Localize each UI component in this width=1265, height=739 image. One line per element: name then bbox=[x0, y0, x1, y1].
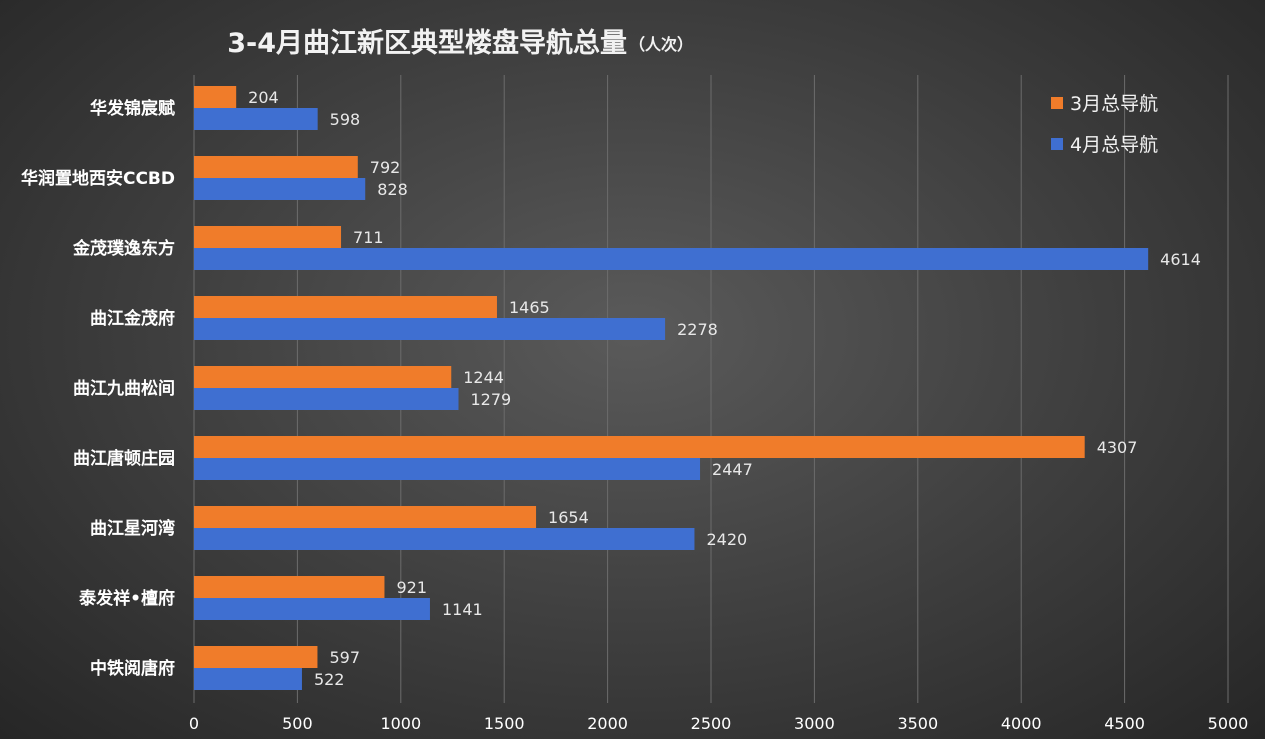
data-label: 711 bbox=[353, 228, 384, 247]
labels: 0 500 1000 1500 2000 2500 3000 3500 4000 4500 5000… bbox=[21, 88, 1248, 733]
category-label: 中铁阅唐府 bbox=[90, 658, 175, 679]
bar-march bbox=[194, 156, 358, 178]
category-label: 曲江星河湾 bbox=[90, 518, 175, 539]
data-label: 921 bbox=[396, 578, 427, 597]
x-tick-label: 2000 bbox=[587, 714, 628, 733]
category-label: 泰发祥•檀府 bbox=[79, 588, 175, 609]
category-label: 金茂璞逸东方 bbox=[72, 238, 175, 259]
legend-swatch bbox=[1051, 138, 1063, 150]
x-tick-label: 3500 bbox=[897, 714, 938, 733]
chart-title-unit: （人次） bbox=[629, 35, 693, 54]
category-label: 曲江金茂府 bbox=[90, 308, 175, 329]
data-label: 828 bbox=[377, 180, 408, 199]
x-tick-label: 500 bbox=[282, 714, 313, 733]
bar-march bbox=[194, 646, 318, 668]
data-label: 2420 bbox=[706, 530, 747, 549]
bar-april bbox=[194, 458, 701, 480]
bar-april bbox=[194, 178, 366, 200]
bar-march bbox=[194, 366, 452, 388]
x-tick-label: 3000 bbox=[794, 714, 835, 733]
data-label: 4614 bbox=[1160, 250, 1201, 269]
data-label: 1141 bbox=[442, 600, 483, 619]
data-label: 2447 bbox=[712, 460, 753, 479]
bar-april bbox=[194, 318, 666, 340]
bars bbox=[194, 86, 1149, 690]
bar-april bbox=[194, 108, 318, 130]
x-tick-label: 2500 bbox=[691, 714, 732, 733]
x-tick-label: 0 bbox=[189, 714, 199, 733]
legend-swatch bbox=[1051, 97, 1063, 109]
data-label: 597 bbox=[329, 648, 360, 667]
x-tick-label: 4500 bbox=[1104, 714, 1145, 733]
bar-march bbox=[194, 296, 497, 318]
data-label: 2278 bbox=[677, 320, 718, 339]
bar-march bbox=[194, 226, 342, 248]
data-label: 4307 bbox=[1097, 438, 1138, 457]
legend: 3月总导航 4月总导航 bbox=[1051, 93, 1158, 156]
data-label: 1244 bbox=[463, 368, 504, 387]
bar-march bbox=[194, 506, 537, 528]
x-tick-label: 4000 bbox=[1001, 714, 1042, 733]
category-label: 曲江九曲松间 bbox=[73, 378, 175, 399]
data-label: 204 bbox=[248, 88, 279, 107]
bar-march bbox=[194, 576, 385, 598]
bar-march bbox=[194, 436, 1085, 458]
x-tick-label: 1000 bbox=[380, 714, 421, 733]
category-label: 华润置地西安CCBD bbox=[21, 168, 175, 189]
bar-april bbox=[194, 668, 302, 690]
data-label: 1279 bbox=[470, 390, 511, 409]
data-label: 1465 bbox=[509, 298, 550, 317]
bar-april bbox=[194, 248, 1149, 270]
data-label: 598 bbox=[330, 110, 361, 129]
legend-entry: 3月总导航 bbox=[1070, 93, 1158, 115]
data-label: 1654 bbox=[548, 508, 589, 527]
bar-april bbox=[194, 598, 430, 620]
bar-april bbox=[194, 388, 459, 410]
category-label: 曲江唐顿庄园 bbox=[73, 448, 175, 469]
x-tick-label: 1500 bbox=[484, 714, 525, 733]
x-tick-label: 5000 bbox=[1208, 714, 1249, 733]
data-label: 792 bbox=[370, 158, 401, 177]
data-label: 522 bbox=[314, 670, 345, 689]
chart-title: 3-4月曲江新区典型楼盘导航总量 bbox=[227, 27, 627, 59]
bar-march bbox=[194, 86, 237, 108]
category-label: 华发锦宸赋 bbox=[90, 98, 175, 119]
bar-april bbox=[194, 528, 695, 550]
legend-entry: 4月总导航 bbox=[1070, 134, 1158, 156]
